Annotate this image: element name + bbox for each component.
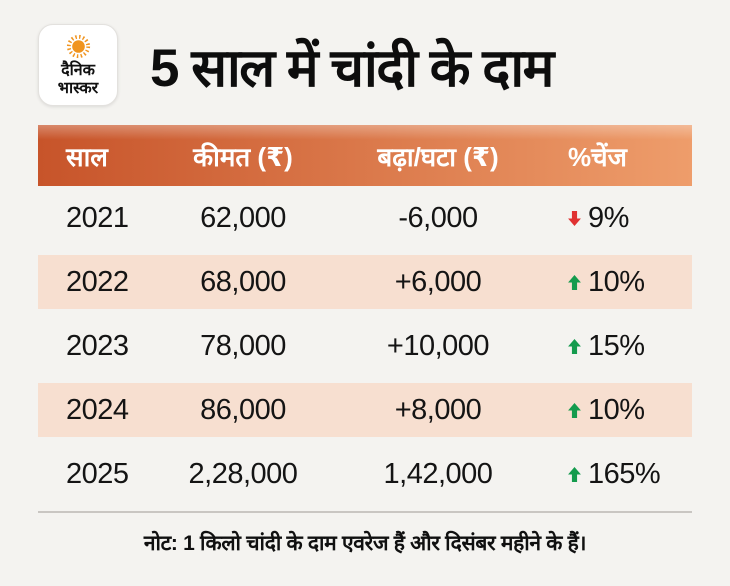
masthead: दैनिक भास्कर 5 साल में चांदी के दाम [38,0,692,106]
page-title: 5 साल में चांदी के दाम [150,38,554,98]
table-row: 2021 62,000 -6,000 9% [38,186,692,250]
silver-price-table: साल कीमत (₹) बढ़ा/घटा (₹) %चेंज 2021 62,… [38,125,692,506]
change-cell: +10,000 [386,329,490,362]
price-cell: 2,28,000 [188,457,298,490]
footnote: नोट: 1 किलो चांदी के दाम एवरेज हैं और दि… [143,532,587,555]
pct-cell: 10% [548,266,692,299]
note-divider [38,511,692,513]
pct-cell: 15% [548,330,692,363]
pct-cell: 165% [548,458,692,491]
dainik-bhaskar-logo: दैनिक भास्कर [38,24,118,106]
column-header-pct: %चेंज [568,141,627,172]
column-header-year: साल [66,141,108,172]
infographic: दैनिक भास्कर 5 साल में चांदी के दाम साल … [38,0,692,555]
year-cell: 2022 [66,265,129,298]
change-cell: -6,000 [398,201,478,234]
column-header-change: बढ़ा/घटा (₹) [377,141,499,172]
change-cell: 1,42,000 [383,457,493,490]
brand-name-line2: भास्कर [57,79,99,97]
table-row: 2025 2,28,000 1,42,000 165% [38,442,692,506]
up-arrow-icon [568,274,581,290]
year-cell: 2024 [66,393,129,426]
table-header-row: साल कीमत (₹) बढ़ा/घटा (₹) %चेंज [38,125,692,186]
up-arrow-icon [568,338,581,354]
down-arrow-icon [568,210,581,226]
price-cell: 68,000 [200,265,286,298]
table-row: 2022 68,000 +6,000 10% [38,250,692,314]
brand-name-line1: दैनिक [61,62,95,80]
pct-value: 10% [588,265,645,298]
year-cell: 2021 [66,201,129,234]
year-cell: 2025 [66,457,129,490]
pct-cell: 9% [548,202,692,235]
price-cell: 86,000 [200,393,286,426]
change-cell: +6,000 [394,265,482,298]
pct-value: 165% [588,457,661,490]
up-arrow-icon [568,402,581,418]
pct-value: 9% [588,201,629,234]
table-row: 2024 86,000 +8,000 10% [38,378,692,442]
sun-icon [65,33,92,60]
pct-value: 15% [588,329,645,362]
pct-cell: 10% [548,394,692,427]
change-cell: +8,000 [394,393,482,426]
pct-value: 10% [588,393,645,426]
table-row: 2023 78,000 +10,000 15% [38,314,692,378]
price-cell: 78,000 [200,329,286,362]
up-arrow-icon [568,466,581,482]
column-header-price: कीमत (₹) [193,141,293,172]
price-cell: 62,000 [200,201,286,234]
year-cell: 2023 [66,329,129,362]
